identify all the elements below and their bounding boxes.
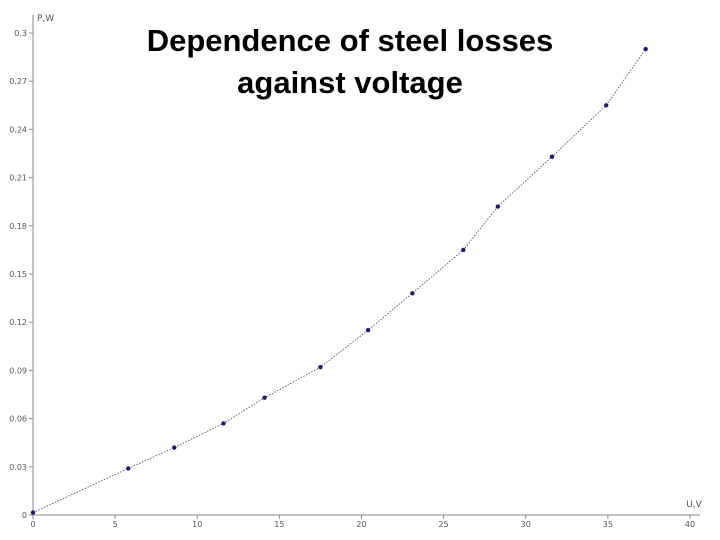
- data-point: [410, 291, 415, 296]
- data-point: [126, 466, 131, 471]
- y-tick-label: 0.12: [9, 318, 27, 327]
- data-point: [318, 364, 323, 370]
- data-point: [30, 510, 36, 515]
- data-point: [461, 247, 466, 253]
- x-tick-label: 10: [192, 520, 202, 529]
- y-tick-label: 0.24: [9, 125, 27, 134]
- x-tick-label: 20: [356, 520, 366, 529]
- data-point: [495, 204, 501, 209]
- x-tick-label: 0: [30, 520, 35, 529]
- data-point: [365, 328, 371, 333]
- y-tick-label: 0.03: [9, 463, 27, 472]
- series-layer: [30, 46, 648, 515]
- y-axis-label: P,W: [37, 14, 54, 24]
- y-tick-label: 0.09: [9, 366, 27, 375]
- y-tick-label: 0.21: [9, 174, 27, 183]
- chart-title-line-2: against voltage: [237, 65, 463, 100]
- x-tick-label: 30: [521, 520, 531, 529]
- data-point: [262, 395, 267, 400]
- y-tick-label: 0.06: [9, 415, 27, 424]
- y-tick-label: 0.27: [9, 77, 27, 86]
- data-point: [172, 445, 177, 450]
- axes-group: 0 5 10 15 20 25 30 35 40 0 0.03 0.06 0.09 0.12 0.15 0.1…: [9, 14, 702, 529]
- x-axis-label: U,V: [686, 500, 702, 510]
- data-point: [549, 154, 555, 159]
- chart-title-line-1: Dependence of steel losses: [146, 23, 554, 58]
- x-tick-label: 15: [274, 520, 284, 529]
- data-point: [643, 46, 648, 52]
- x-tick-label: 5: [113, 520, 118, 529]
- data-point: [221, 421, 226, 426]
- x-tick-label: 35: [603, 520, 613, 529]
- chart-title: Dependence of steel losses against volta…: [105, 20, 595, 104]
- x-tick-label: 25: [439, 520, 449, 529]
- x-tick-label: 40: [685, 520, 695, 529]
- series-line: [32, 48, 647, 513]
- y-tick-label: 0.3: [14, 29, 27, 38]
- y-tick-label: 0: [22, 511, 27, 520]
- y-tick-label: 0.18: [9, 222, 27, 231]
- data-point: [604, 103, 609, 108]
- y-tick-label: 0.15: [9, 270, 27, 279]
